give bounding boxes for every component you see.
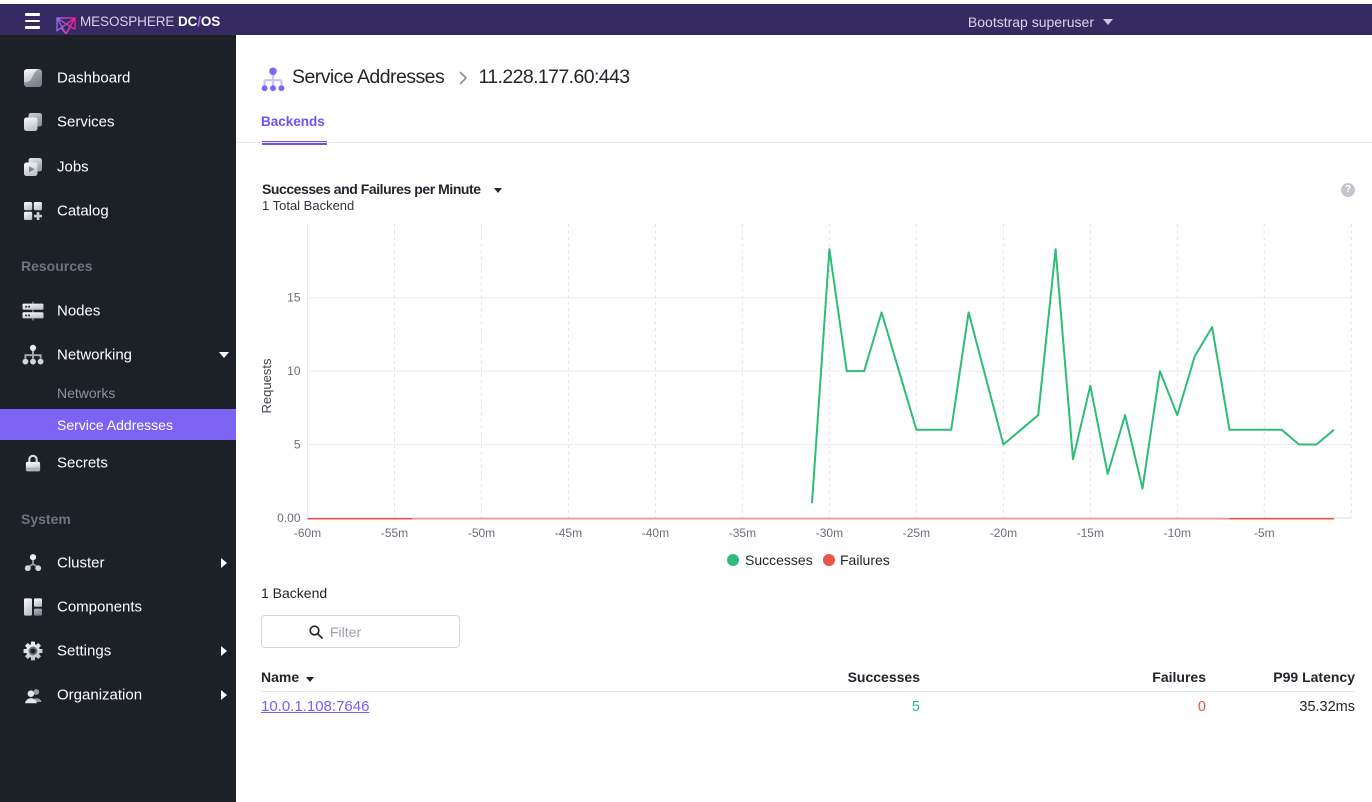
svg-text:5: 5 (294, 438, 301, 452)
svg-text:-60m: -60m (294, 526, 321, 540)
svg-text:-20m: -20m (990, 526, 1017, 540)
svg-text:-40m: -40m (642, 526, 669, 540)
svg-text:Requests: Requests (259, 358, 274, 413)
svg-text:-15m: -15m (1077, 526, 1104, 540)
svg-text:-10m: -10m (1164, 526, 1191, 540)
svg-text:-55m: -55m (381, 526, 408, 540)
svg-text:10: 10 (287, 364, 301, 378)
svg-text:0.00: 0.00 (277, 511, 301, 525)
svg-text:-50m: -50m (468, 526, 495, 540)
svg-text:-5m: -5m (1254, 526, 1275, 540)
svg-text:-30m: -30m (816, 526, 843, 540)
svg-text:-45m: -45m (555, 526, 582, 540)
svg-text:-25m: -25m (903, 526, 930, 540)
svg-text:15: 15 (287, 291, 301, 305)
svg-text:-35m: -35m (729, 526, 756, 540)
